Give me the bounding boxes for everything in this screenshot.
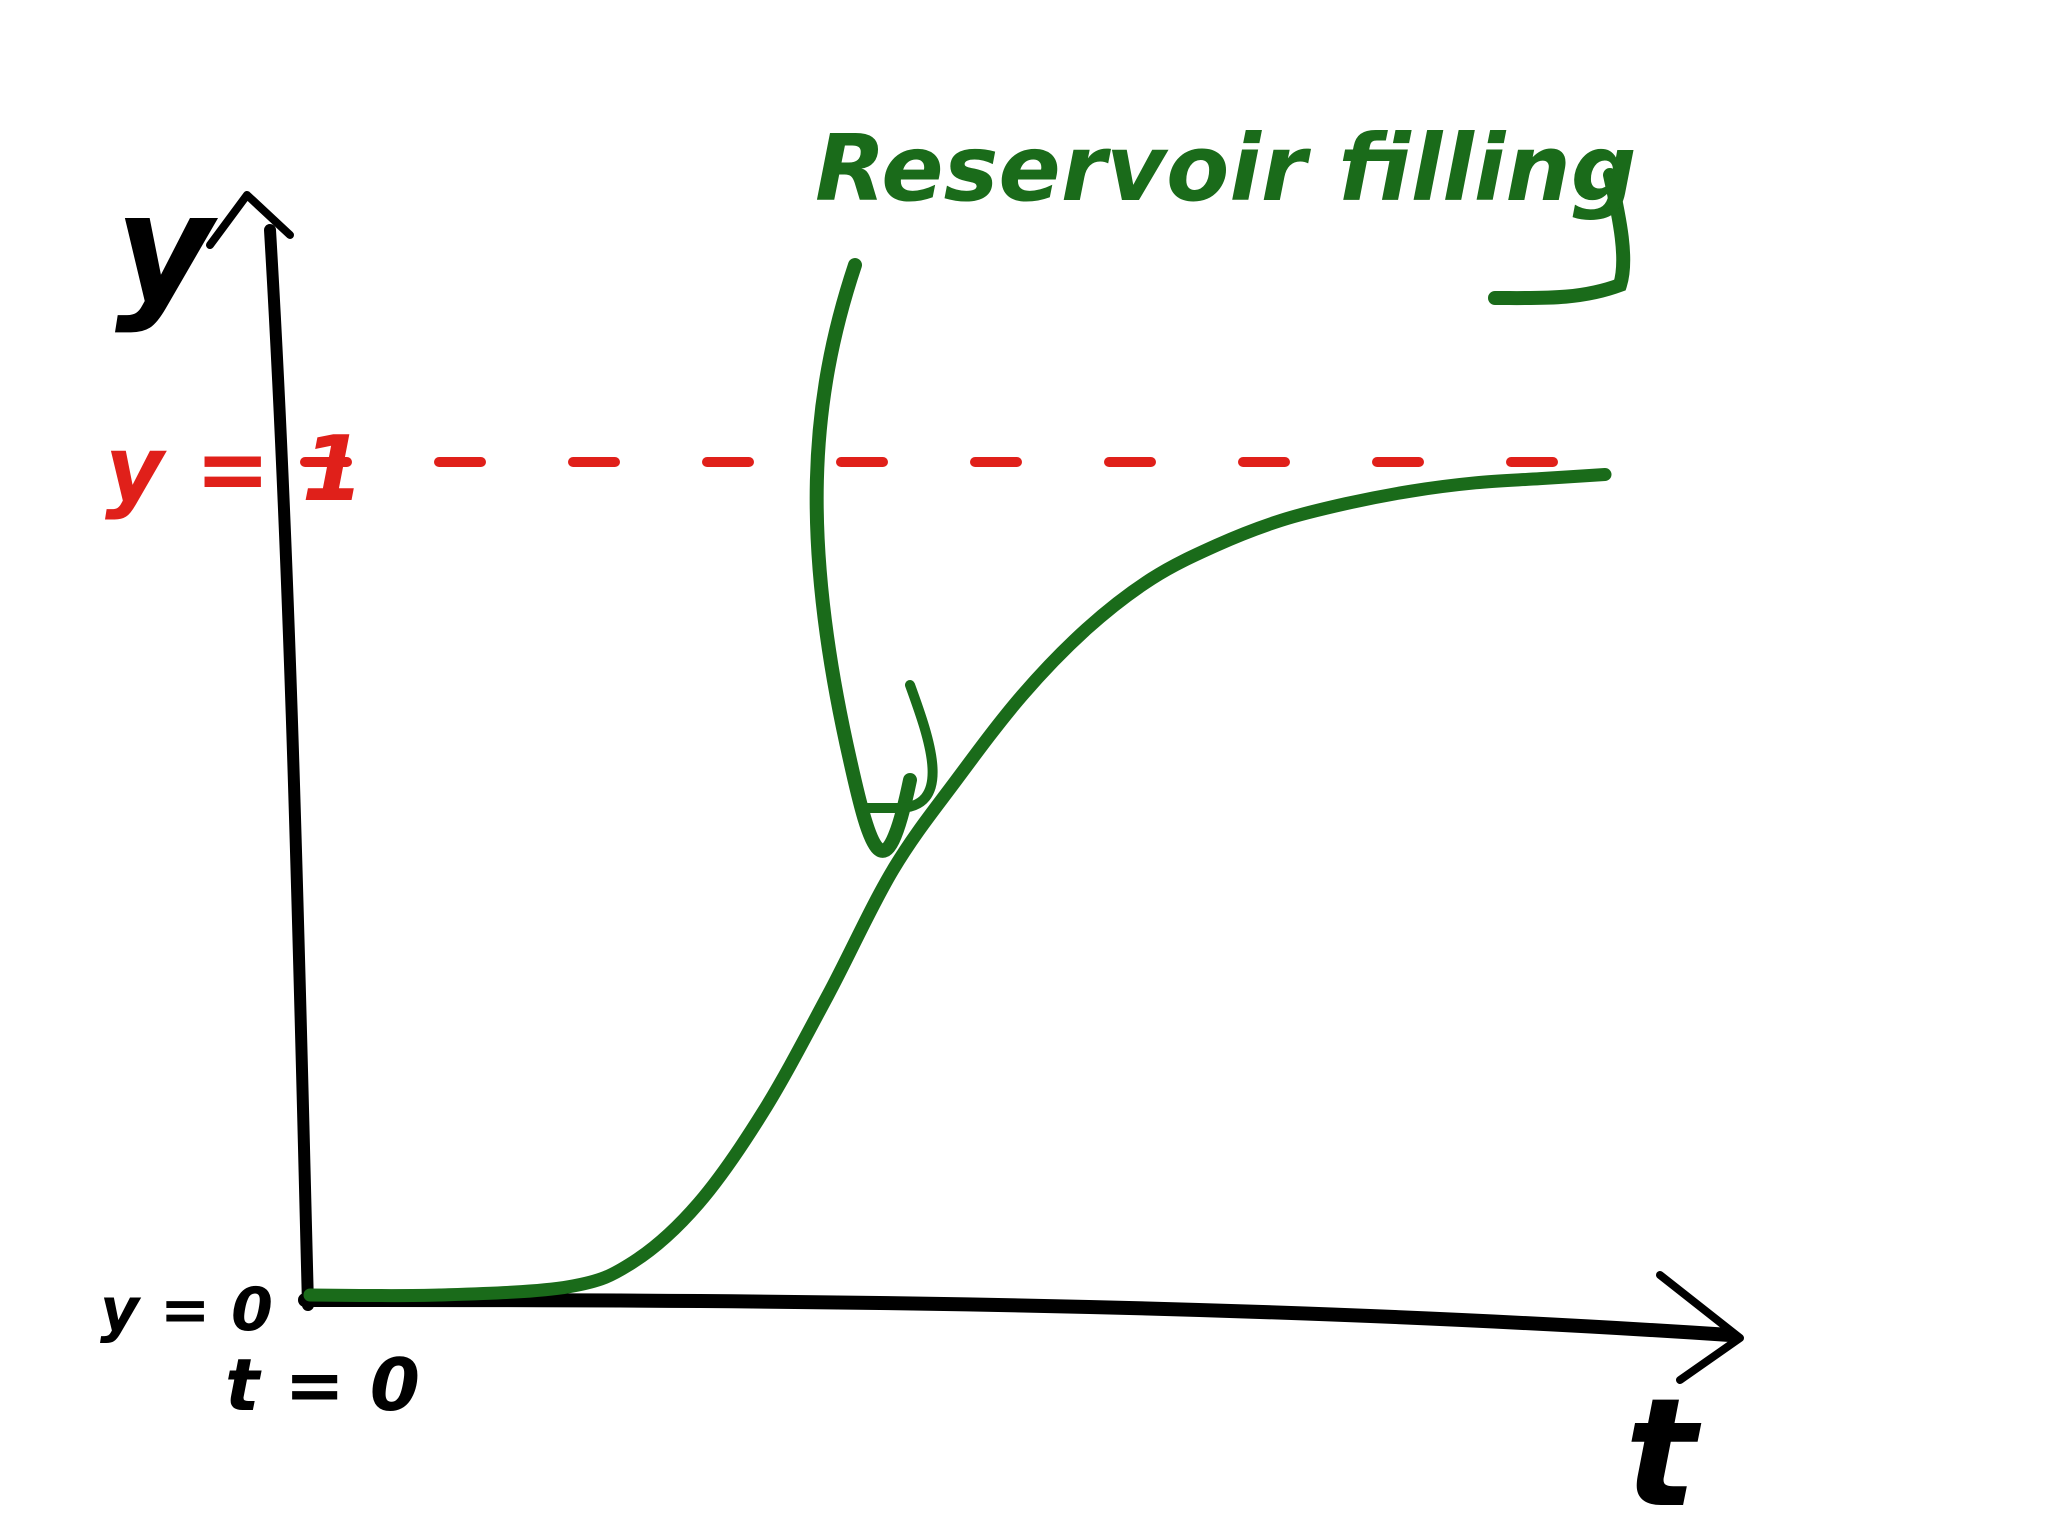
y-axis-label: y — [115, 162, 219, 336]
y-axis-arrowhead — [206, 191, 294, 249]
t-zero-label: t = 0 — [225, 1343, 420, 1427]
y-zero-label: y = 0 — [100, 1275, 273, 1345]
title-hook — [1488, 168, 1631, 306]
x-axis-arrowhead — [1656, 1271, 1744, 1384]
filling-curve — [303, 467, 1612, 1303]
x-axis-line — [298, 1293, 1737, 1342]
annotation-arrow — [809, 258, 917, 858]
y-axis-line — [264, 224, 314, 1311]
x-axis-label: t — [1625, 1367, 1702, 1536]
annotation-arrowhead — [860, 680, 938, 814]
annotation-title: Reservoir filling — [815, 115, 1637, 222]
y-one-label: y = 1 — [105, 417, 364, 522]
curve-points — [310, 474, 1605, 1295]
